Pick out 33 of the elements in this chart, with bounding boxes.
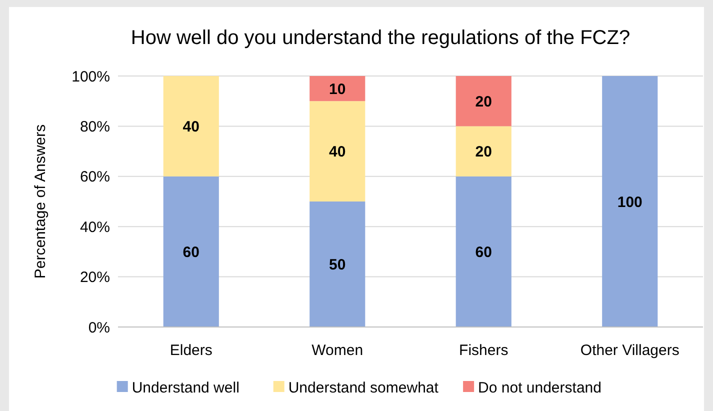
data-label: 40 (182, 118, 200, 136)
x-tick-label: Elders (170, 342, 212, 359)
y-tick-label: 100% (72, 68, 110, 86)
data-label: 40 (329, 144, 346, 161)
bar (163, 76, 219, 176)
y-tick-label: 20% (80, 269, 110, 286)
bar (310, 202, 366, 327)
legend-label: Understand well (132, 379, 240, 396)
y-tick-label: 40% (80, 218, 110, 236)
y-axis-title: Percentage of Answers (32, 124, 49, 279)
data-label: 50 (329, 256, 346, 274)
data-label: 10 (329, 80, 346, 98)
data-label: 20 (475, 93, 492, 110)
bar (456, 126, 512, 176)
legend-label: Understand somewhat (288, 379, 440, 396)
bar (310, 76, 366, 102)
bar (456, 176, 512, 327)
y-tick-label: 60% (80, 168, 110, 186)
x-tick-label: Other Villagers (580, 342, 680, 359)
data-label: 60 (182, 244, 200, 261)
y-tick-label: 80% (80, 118, 110, 136)
chart-title: How well do you understand the regulations of the FCZ? (130, 27, 630, 49)
bar (456, 76, 512, 126)
x-tick-label: Women (312, 342, 364, 359)
data-label: 20 (475, 144, 492, 161)
data-label: 100 (617, 194, 642, 211)
data-label: 60 (475, 244, 492, 261)
bar (602, 76, 658, 327)
y-tick-label: 0% (88, 319, 110, 336)
legend-label: Do not understand (478, 379, 602, 396)
x-tick-label: Fishers (459, 342, 508, 359)
bar (310, 101, 366, 202)
bar (163, 176, 219, 327)
